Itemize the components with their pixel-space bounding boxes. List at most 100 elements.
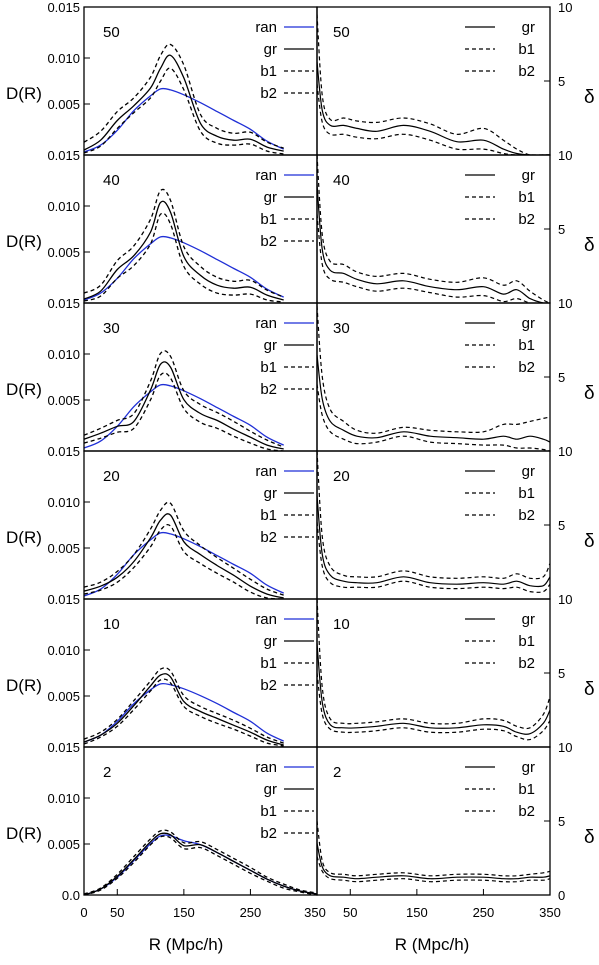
series-line-gr — [317, 61, 550, 155]
panel-row-2: 0.010 0.005 0.0 D(R) 2 2 ran gr b1 b2 gr b1 b2 5 0 δ — [6, 746, 595, 903]
ylabel: D(R) — [6, 84, 42, 103]
ytick-label: 0.005 — [47, 393, 80, 408]
ylabel-delta: δ — [584, 679, 595, 700]
legend-label-b1: b1 — [518, 633, 535, 650]
series-line-gr — [84, 361, 284, 450]
panel-label: 20 — [103, 468, 120, 485]
ytick-label: 0.005 — [47, 245, 80, 260]
legend-label-b2: b2 — [518, 211, 535, 228]
ylabel-delta: δ — [584, 531, 595, 552]
panel-row-30: 0.010 0.005 0.015 D(R) 30 30 ran gr b1 b2 gr b1 b2 5 1… — [6, 302, 595, 459]
ytick-label: 0.015 — [47, 148, 80, 163]
panel-label: 50 — [103, 24, 120, 41]
legend-label-b1: b1 — [260, 803, 277, 820]
series-line-ran — [84, 682, 284, 743]
right-frame — [316, 746, 551, 896]
xtick-label: 150 — [173, 905, 195, 920]
series-line-b1 — [84, 523, 284, 599]
ytick-label: 0.005 — [47, 689, 80, 704]
legend-label-gr: gr — [522, 611, 535, 628]
panel-label: 30 — [103, 320, 120, 337]
xtick-label: 250 — [473, 905, 495, 920]
ytick-label: 0 — [558, 888, 565, 903]
legend-label-b2: b2 — [260, 677, 277, 694]
left-series — [84, 188, 284, 303]
right-xlabel: R (Mpc/h) — [395, 935, 470, 954]
ytick-label: 0.015 — [47, 592, 80, 607]
right-series — [317, 451, 550, 593]
legend-label-b1: b1 — [260, 655, 277, 672]
series-line-b2 — [84, 350, 284, 448]
series-line-gr — [317, 843, 550, 880]
ylabel: D(R) — [6, 824, 42, 843]
series-line-b1 — [84, 372, 284, 451]
legend-label-b2: b2 — [260, 85, 277, 102]
series-line-b2 — [84, 829, 317, 895]
legend-label-ran: ran — [255, 759, 277, 776]
legend-label-b1: b1 — [518, 781, 535, 798]
legend-label-gr: gr — [264, 41, 277, 58]
series-line-b2 — [84, 188, 284, 298]
series-line-b2 — [84, 667, 284, 744]
legend-label-gr: gr — [264, 189, 277, 206]
legend-label-b2: b2 — [518, 359, 535, 376]
left-series — [84, 501, 284, 599]
series-line-gr — [317, 354, 550, 443]
series-line-b2 — [317, 83, 550, 155]
legend-label-b2: b2 — [518, 803, 535, 820]
legend-label-b2: b2 — [518, 63, 535, 80]
ytick-label: 5 — [558, 814, 565, 829]
legend-label-b1: b1 — [260, 63, 277, 80]
legend-label-gr: gr — [522, 315, 535, 332]
xtick-label: 350 — [304, 905, 326, 920]
panel-label: 10 — [103, 616, 120, 633]
xtick-label: 50 — [110, 905, 124, 920]
legend-label-b2: b2 — [518, 655, 535, 672]
ylabel-delta: δ — [584, 383, 595, 404]
right-frame — [316, 154, 551, 304]
panel-label: 50 — [333, 24, 350, 41]
ylabel-delta: δ — [584, 827, 595, 848]
ytick-label: 0.0 — [62, 888, 80, 903]
ytick-label: 5 — [558, 370, 565, 385]
left-series — [84, 43, 284, 155]
legend-label-b1: b1 — [260, 211, 277, 228]
legend-label-b2: b2 — [260, 825, 277, 842]
series-line-gr — [84, 200, 284, 301]
legend-label-gr: gr — [522, 759, 535, 776]
ytick-label: 0.015 — [47, 444, 80, 459]
panel-label: 10 — [333, 616, 350, 633]
left-series — [84, 350, 284, 451]
series-line-gr — [84, 54, 284, 152]
ylabel-delta: δ — [584, 87, 595, 108]
series-line-b2 — [317, 672, 550, 741]
series-line-ran — [84, 87, 284, 153]
panel-label: 40 — [333, 172, 350, 189]
series-line-b1 — [84, 835, 317, 895]
ytick-label: 0.010 — [47, 643, 80, 658]
legend-label-ran: ran — [255, 315, 277, 332]
ytick-label: 0.015 — [47, 740, 80, 755]
ytick-label: 10 — [558, 444, 572, 459]
panel-row-40: 0.010 0.005 0.015 D(R) 40 40 ran gr b1 b2 gr b1 b2 5 1… — [6, 154, 595, 311]
legend-label-b1: b1 — [518, 337, 535, 354]
ytick-label: 5 — [558, 74, 565, 89]
legend-label-b1: b1 — [260, 507, 277, 524]
legend-label-gr: gr — [264, 337, 277, 354]
ylabel: D(R) — [6, 528, 42, 547]
series-line-b2 — [317, 384, 550, 451]
legend-label-gr: gr — [522, 19, 535, 36]
ytick-label: 0.015 — [47, 296, 80, 311]
left-xlabel: R (Mpc/h) — [149, 935, 224, 954]
ytick-label: 10 — [558, 148, 572, 163]
right-series — [317, 155, 550, 303]
right-series — [317, 305, 550, 451]
ytick-label: 0.005 — [47, 541, 80, 556]
series-line-b2 — [84, 43, 284, 149]
left-series — [84, 829, 317, 895]
series-line-ran — [84, 383, 284, 449]
legend-label-gr: gr — [522, 167, 535, 184]
right-series — [317, 14, 550, 155]
